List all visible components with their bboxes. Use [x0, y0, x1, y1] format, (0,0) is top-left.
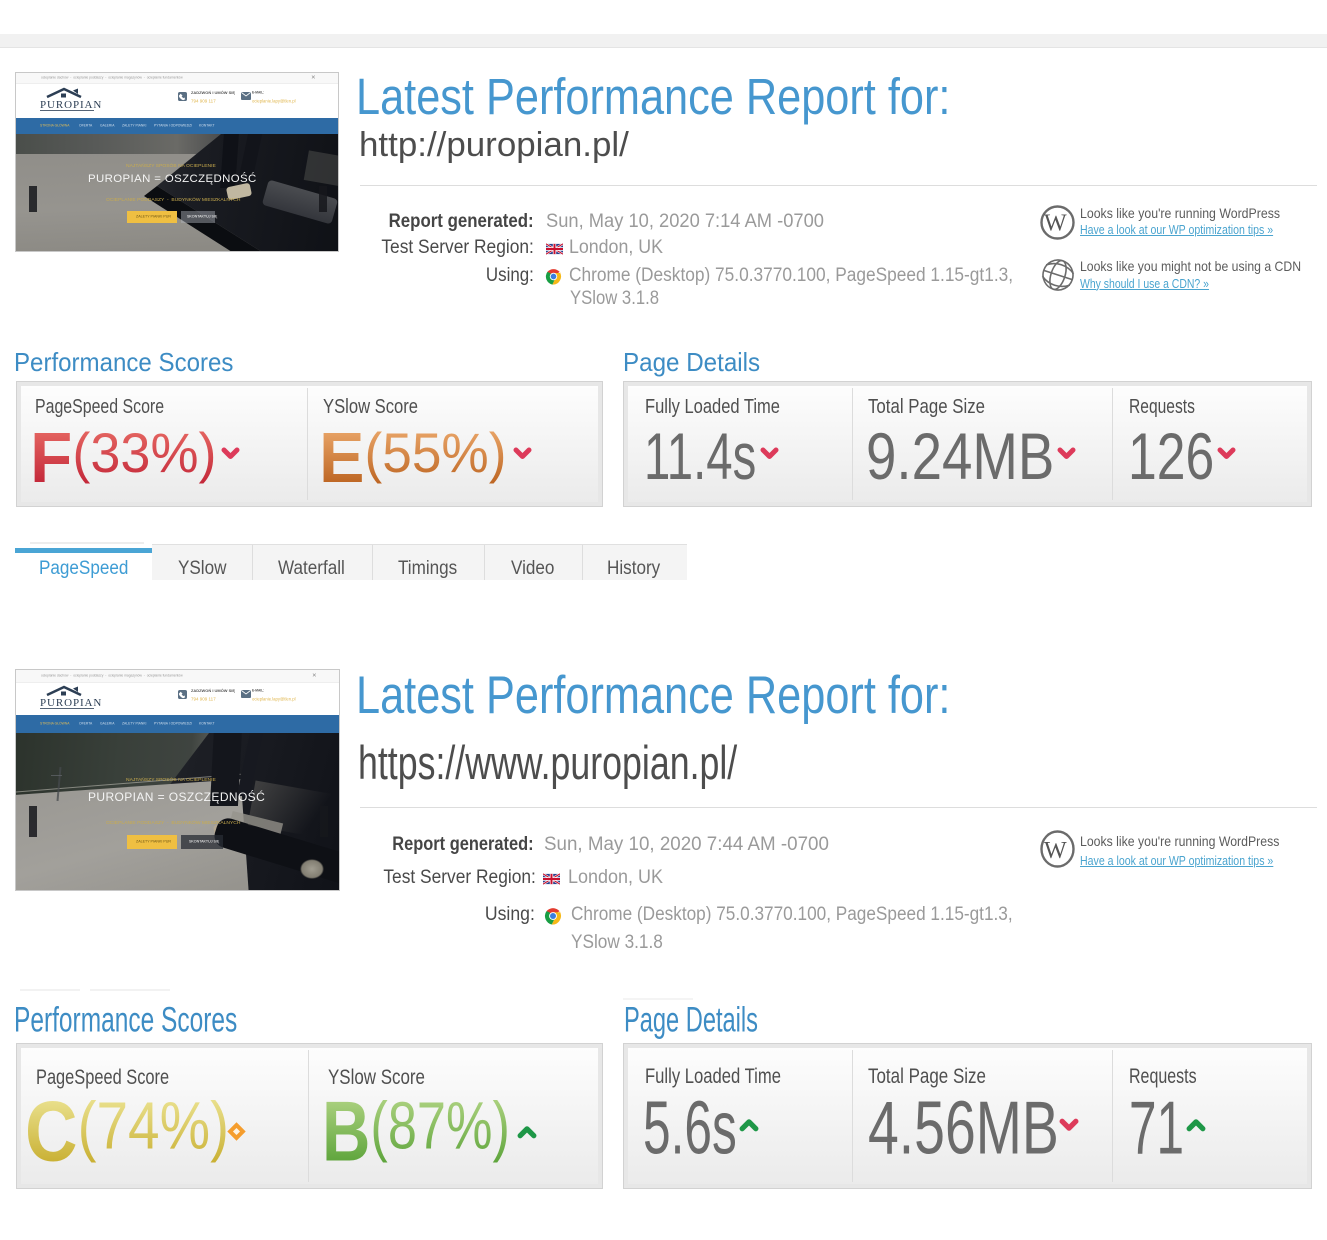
svg-text:PUROPIAN: PUROPIAN — [40, 99, 102, 111]
svg-text:W: W — [1044, 211, 1067, 237]
svg-text:W: W — [1044, 838, 1067, 864]
svg-text:PUROPIAN: PUROPIAN — [40, 697, 102, 709]
